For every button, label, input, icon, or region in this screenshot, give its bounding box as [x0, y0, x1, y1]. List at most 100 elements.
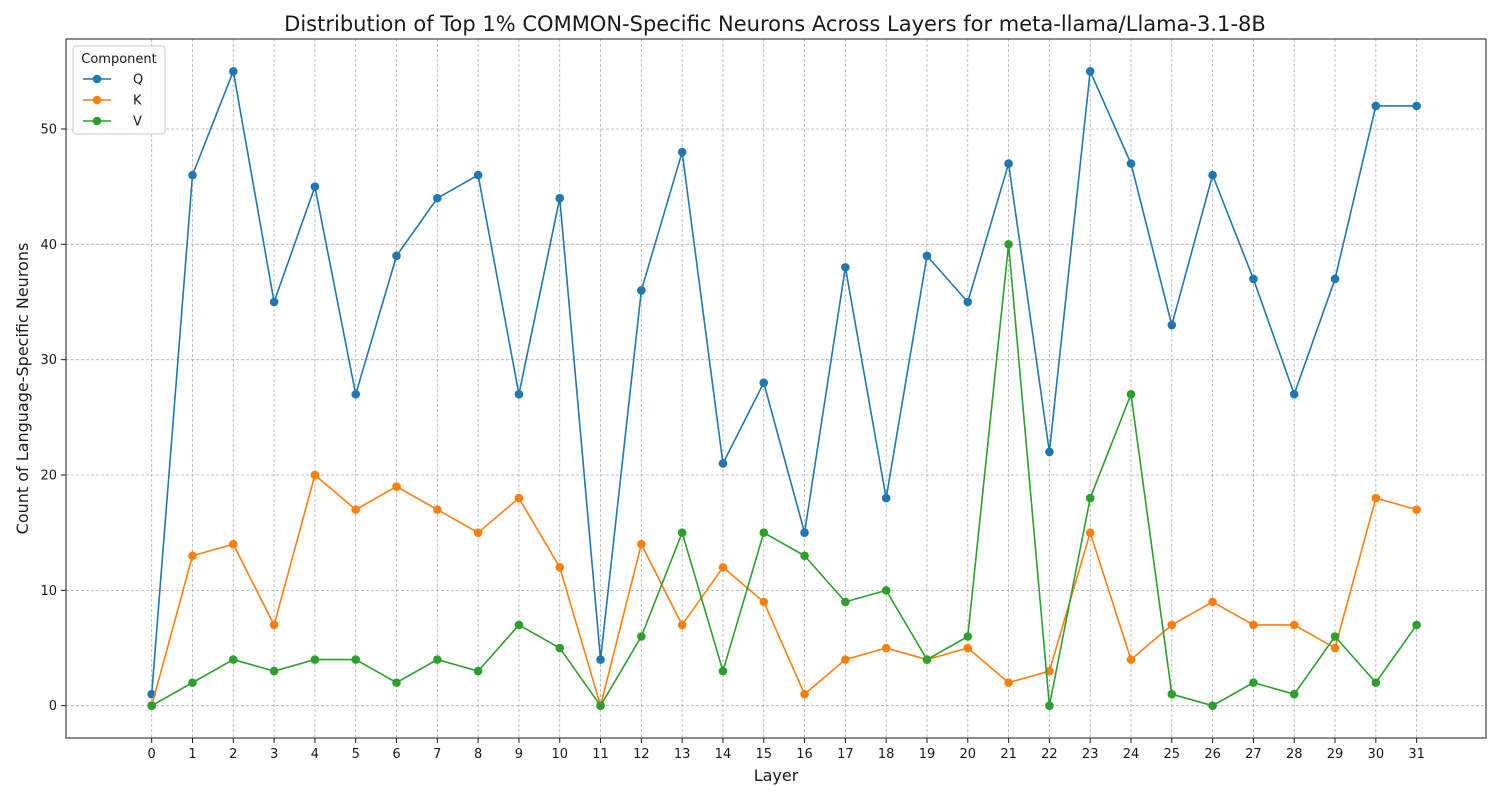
x-tick-label: 5	[352, 747, 360, 762]
x-tick-label: 25	[1164, 747, 1181, 762]
data-point-v	[922, 655, 932, 664]
data-point-v	[677, 528, 687, 537]
data-point-q	[1249, 274, 1258, 284]
data-point-k	[433, 505, 442, 514]
data-point-k	[1004, 678, 1013, 687]
data-point-v	[1371, 678, 1381, 687]
data-point-v	[433, 655, 442, 664]
x-tick-label: 15	[755, 747, 772, 762]
data-point-q	[310, 182, 320, 191]
data-point-k	[310, 470, 320, 480]
data-point-k	[1208, 597, 1217, 607]
x-tick-label: 16	[796, 747, 813, 762]
data-point-k	[351, 505, 361, 514]
x-tick-label: 11	[592, 747, 609, 762]
data-point-q	[800, 528, 809, 537]
data-point-v	[718, 666, 728, 676]
data-point-k	[473, 528, 483, 537]
x-tick-label: 24	[1123, 747, 1140, 762]
data-point-v	[555, 643, 565, 653]
data-point-k	[228, 539, 238, 549]
x-axis-label: Layer	[754, 766, 799, 785]
series-line-q	[150, 70, 1417, 695]
data-point-q	[718, 459, 728, 468]
data-point-k	[392, 482, 401, 491]
data-point-k	[963, 643, 973, 653]
data-point-v	[392, 678, 401, 687]
data-point-v	[1330, 632, 1340, 641]
x-tick-label: 8	[474, 747, 482, 762]
data-point-q	[1167, 320, 1177, 330]
data-point-v	[269, 666, 279, 676]
data-point-v	[759, 528, 769, 537]
x-tick-label: 7	[433, 747, 441, 762]
data-point-v	[963, 632, 973, 641]
data-point-k	[718, 562, 728, 572]
x-tick-label: 22	[1041, 747, 1058, 762]
data-point-v	[188, 678, 197, 687]
y-tick-label: 40	[40, 238, 57, 253]
x-tick-label: 13	[674, 747, 691, 762]
data-point-q	[1004, 159, 1013, 168]
y-tick-label: 50	[40, 122, 57, 137]
series-line-k	[150, 474, 1417, 707]
data-point-q	[1045, 447, 1054, 457]
y-axis-label: Count of Language-Specific Neurons	[13, 243, 32, 535]
data-point-q	[228, 66, 238, 76]
x-tick-label: 14	[715, 747, 732, 762]
data-point-q	[555, 193, 565, 203]
data-point-v	[1167, 689, 1177, 699]
legend-item-v: V	[83, 115, 142, 130]
data-point-q	[596, 655, 605, 664]
data-point-q	[392, 251, 401, 261]
x-tick-label: 27	[1245, 747, 1262, 762]
data-point-q	[1371, 101, 1381, 111]
data-point-q	[1330, 274, 1340, 284]
data-point-q	[637, 286, 646, 295]
data-point-v	[514, 620, 524, 630]
data-point-q	[881, 493, 891, 503]
data-point-k	[637, 539, 646, 549]
data-point-k	[1371, 493, 1381, 503]
legend-item-q: Q	[83, 73, 143, 88]
x-tick-label: 6	[392, 747, 400, 762]
data-point-k	[188, 551, 197, 561]
x-tick-label: 30	[1368, 747, 1385, 762]
legend: Component QKV	[72, 45, 166, 135]
data-point-v	[637, 632, 646, 641]
data-point-q	[1208, 170, 1217, 180]
data-point-q	[677, 147, 687, 157]
data-point-q	[922, 251, 932, 261]
data-point-q	[188, 170, 197, 180]
x-tick-label: 28	[1286, 747, 1303, 762]
data-point-k	[1289, 620, 1299, 630]
data-point-v	[351, 655, 361, 664]
legend-label-v: V	[133, 115, 142, 130]
data-point-k	[841, 655, 850, 664]
x-tick-label: 18	[878, 747, 895, 762]
legend-marker-k	[92, 95, 102, 105]
series-layer	[147, 66, 1421, 711]
x-tick-label: 21	[1000, 747, 1017, 762]
data-point-v	[1045, 701, 1054, 711]
x-tick-label: 3	[270, 747, 278, 762]
data-point-q	[1085, 66, 1095, 76]
grid	[66, 39, 1486, 738]
y-tick-label: 10	[40, 584, 57, 599]
legend-label-q: Q	[133, 73, 143, 88]
data-point-q	[841, 263, 850, 272]
x-tick-label: 2	[229, 747, 237, 762]
data-point-q	[473, 170, 483, 180]
data-point-k	[881, 643, 891, 653]
x-tick-label: 26	[1204, 747, 1221, 762]
x-tick-label: 12	[633, 747, 650, 762]
y-tick-label: 0	[49, 699, 57, 714]
data-point-v	[228, 655, 238, 664]
plot-area-frame	[65, 38, 1487, 739]
y-tick-label: 30	[40, 353, 57, 368]
data-point-q	[759, 378, 769, 388]
data-point-k	[759, 597, 769, 607]
x-tick-label: 29	[1327, 747, 1344, 762]
